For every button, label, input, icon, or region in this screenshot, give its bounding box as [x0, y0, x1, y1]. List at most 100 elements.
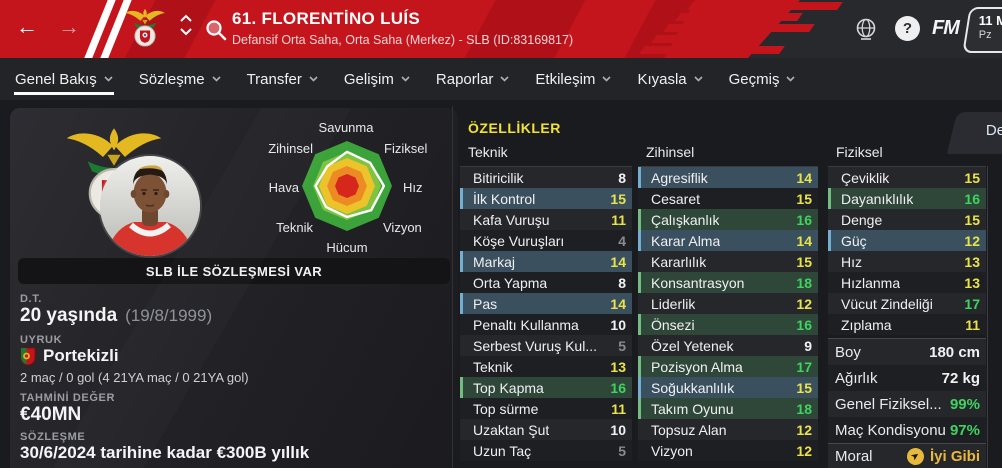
- tab-raporlar[interactable]: Raporlar: [423, 58, 523, 100]
- chevron-down-icon: [212, 76, 221, 82]
- attribute-value: 18: [796, 400, 812, 417]
- attribute-value: 17: [796, 358, 812, 375]
- attribute-name: Soğukkanlılık: [651, 379, 735, 396]
- radar-label-fiziksel: Fiziksel: [384, 141, 428, 156]
- forward-arrow-icon[interactable]: →: [58, 14, 80, 39]
- attribute-name: Orta Yapma: [473, 274, 548, 291]
- attribute-row[interactable]: Top sürme 11: [460, 398, 632, 419]
- chevron-down-icon: [602, 76, 612, 82]
- attribute-row[interactable]: Denge 15: [828, 209, 986, 230]
- dob-value: (19/8/1999): [125, 306, 213, 325]
- attribute-row[interactable]: Karar Alma 14: [638, 230, 818, 251]
- attribute-name: Hız: [841, 253, 862, 270]
- back-arrow-icon[interactable]: ←: [16, 14, 38, 39]
- attribute-row[interactable]: Zıplama 11: [828, 314, 986, 335]
- attribute-name: Denge: [841, 211, 883, 228]
- attribute-row[interactable]: Uzun Taç 5: [460, 440, 632, 461]
- physique-row[interactable]: Moral ➤ İyi Gibi: [828, 443, 986, 468]
- tab-label: Gelişim: [343, 70, 394, 88]
- attribute-row[interactable]: Kararlılık 15: [638, 251, 818, 272]
- attribute-row[interactable]: Kafa Vuruşu 11: [460, 209, 632, 230]
- physique-row[interactable]: Boy 180 cm: [828, 339, 986, 365]
- nationality-text: Portekizli: [43, 346, 119, 365]
- attribute-column-zihinsel: Zihinsel Agresiflik 14 Cesaret 15 Çalışkanlı…: [638, 140, 818, 461]
- age-value: 20 yaşında (19/8/1999): [20, 305, 212, 327]
- physique-label: Boy: [835, 343, 861, 361]
- chevron-down-icon: [104, 76, 113, 82]
- attribute-value: 17: [964, 295, 980, 312]
- attribute-value: 14: [610, 253, 626, 270]
- detail-tab-label: De: [985, 122, 1002, 139]
- search-icon[interactable]: [204, 18, 228, 42]
- attribute-column-fiziksel: Fiziksel Çeviklik 15 Dayanıklılık 16 Denge 15…: [828, 140, 986, 335]
- attribute-row[interactable]: Orta Yapma 8: [460, 272, 632, 293]
- globe-icon[interactable]: [853, 16, 879, 42]
- attribute-row[interactable]: İlk Kontrol 15: [460, 188, 632, 209]
- attribute-row[interactable]: Özel Yetenek 9: [638, 335, 818, 356]
- attribute-row[interactable]: Köşe Vuruşları 4: [460, 230, 632, 251]
- attribute-row[interactable]: Bitiricilik 8: [460, 167, 632, 188]
- attributes-title: ÖZELLİKLER: [468, 120, 561, 136]
- attribute-row[interactable]: Vizyon 12: [638, 440, 818, 461]
- physique-row[interactable]: Genel Fiziksel... 99%: [828, 391, 986, 417]
- attribute-row[interactable]: Agresiflik 14: [638, 167, 818, 188]
- attribute-row[interactable]: Liderlik 12: [638, 293, 818, 314]
- tab-transfer[interactable]: Transfer: [234, 58, 331, 100]
- attribute-row[interactable]: Top Kapma 16: [460, 377, 632, 398]
- attribute-row[interactable]: Hızlanma 13: [828, 272, 986, 293]
- club-crest-icon[interactable]: [122, 6, 168, 54]
- attribute-row[interactable]: Vücut Zindeliği 17: [828, 293, 986, 314]
- attribute-row[interactable]: Teknik 13: [460, 356, 632, 377]
- chevron-down-icon: [309, 76, 318, 82]
- attribute-row[interactable]: Serbest Vuruş Kul... 5: [460, 335, 632, 356]
- chevron-down-icon: [180, 28, 192, 36]
- attribute-name: Hızlanma: [841, 274, 901, 291]
- attribute-row[interactable]: Çeviklik 15: [828, 167, 986, 188]
- attribute-value: 15: [610, 190, 626, 207]
- physique-label: Maç Kondisyonu: [835, 421, 946, 439]
- continue-date-widget[interactable]: 11 M Pz: [962, 7, 1002, 53]
- tab-gecmis[interactable]: Geçmiş: [716, 58, 809, 100]
- tab-etkilesim[interactable]: Etkileşim: [522, 58, 624, 100]
- attribute-row[interactable]: Pas 14: [460, 293, 632, 314]
- attribute-row[interactable]: Cesaret 15: [638, 188, 818, 209]
- nationality-label: UYRUK: [20, 334, 63, 346]
- portugal-flag-icon: [20, 347, 36, 365]
- attribute-value: 5: [618, 442, 626, 459]
- radar-label-savunma: Savunma: [318, 120, 374, 135]
- attribute-column-teknik: Teknik Bitiricilik 8 İlk Kontrol 15 Kafa Vur…: [460, 140, 632, 461]
- chevron-up-icon: [180, 14, 192, 22]
- attribute-value: 12: [796, 421, 812, 438]
- attribute-row[interactable]: Markaj 14: [460, 251, 632, 272]
- contract-label: SÖZLEŞME: [20, 431, 86, 443]
- player-switch-chevrons[interactable]: [180, 14, 192, 36]
- attribute-row[interactable]: Çalışkanlık 16: [638, 209, 818, 230]
- physique-row[interactable]: Ağırlık 72 kg: [828, 365, 986, 391]
- physique-label: Moral: [835, 448, 873, 465]
- tab-sozlesme[interactable]: Sözleşme: [126, 58, 234, 100]
- tab-label: Transfer: [246, 70, 302, 88]
- attribute-row[interactable]: Güç 12: [828, 230, 986, 251]
- physique-row[interactable]: Maç Kondisyonu 97%: [828, 417, 986, 443]
- tab-kiyasla[interactable]: Kıyasla: [624, 58, 715, 100]
- player-position-subtitle: Defansif Orta Saha, Orta Saha (Merkez) -…: [232, 33, 574, 47]
- attribute-row[interactable]: Önsezi 16: [638, 314, 818, 335]
- attribute-row[interactable]: Dayanıklılık 16: [828, 188, 986, 209]
- tab-gelisim[interactable]: Gelişim: [331, 58, 423, 100]
- tab-label: Etkileşim: [535, 70, 596, 88]
- radar-label-teknik: Teknik: [276, 220, 313, 235]
- attribute-row[interactable]: Soğukkanlılık 15: [638, 377, 818, 398]
- attribute-row[interactable]: Pozisyon Alma 17: [638, 356, 818, 377]
- attribute-row[interactable]: Konsantrasyon 18: [638, 272, 818, 293]
- tab-label: Raporlar: [435, 70, 494, 88]
- radar-label-hava: Hava: [268, 180, 299, 195]
- attribute-row[interactable]: Hız 13: [828, 251, 986, 272]
- attribute-value: 5: [618, 337, 626, 354]
- attribute-row[interactable]: Topsuz Alan 12: [638, 419, 818, 440]
- attribute-row[interactable]: Penaltı Kullanma 10: [460, 314, 632, 335]
- attribute-row[interactable]: Uzaktan Şut 10: [460, 419, 632, 440]
- help-icon[interactable]: ?: [895, 16, 920, 41]
- attribute-row[interactable]: Takım Oyunu 18: [638, 398, 818, 419]
- attribute-name: Pozisyon Alma: [651, 358, 743, 375]
- tab-genel-bakis[interactable]: Genel Bakış: [2, 58, 126, 100]
